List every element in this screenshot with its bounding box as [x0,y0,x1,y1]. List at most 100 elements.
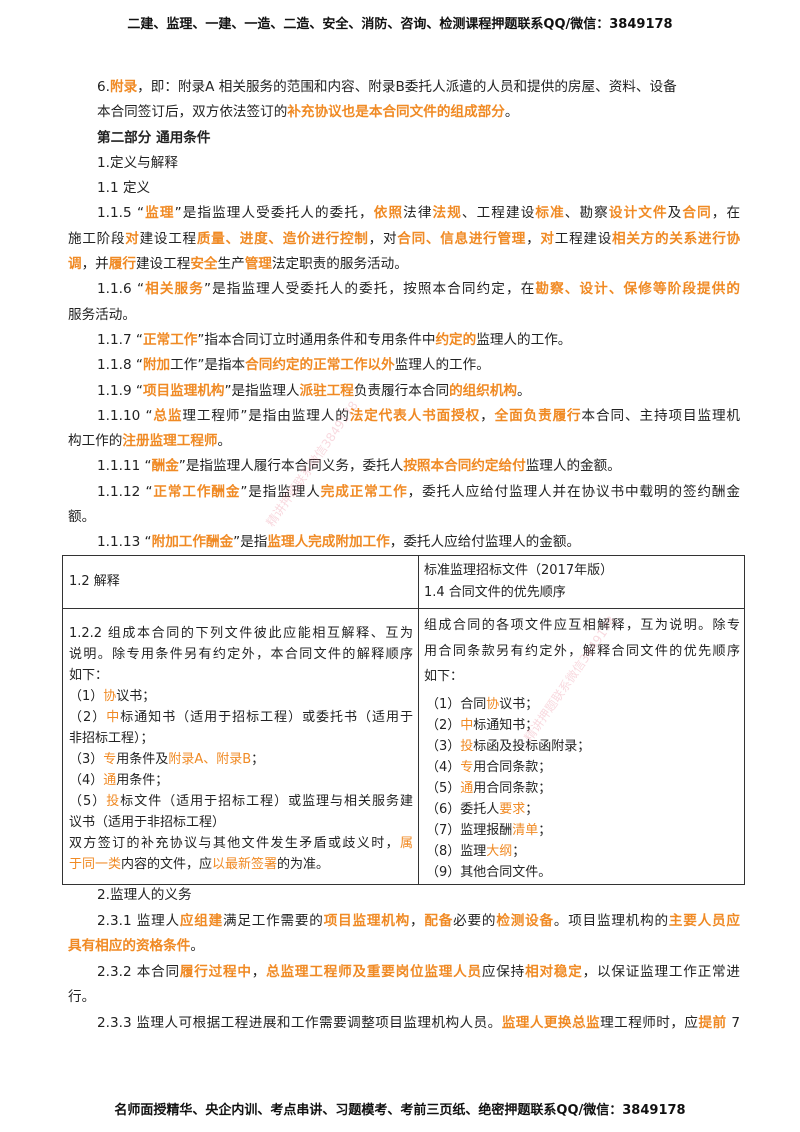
paragraph-line: 行。 [68,985,740,1011]
table-cell-line: 1.2.2 组成本合同的下列文件彼此应能相互解释、互为 [69,623,413,644]
highlighted-text: 安全 [190,256,218,273]
table-cell-line: 双方签订的补充协议与其他文件发生矛盾或歧义时，属 [69,833,413,854]
text-run: （5） [69,794,107,809]
text-run: 2.3.3 监理人可根据工程进展和工作需要调整项目监理机构人员。 [97,1014,502,1031]
text-run: 组成合同的各项文件应互相解释，互为说明。除专 [424,618,740,633]
paragraph-line: 2.监理人的义务 [68,883,740,909]
text-run: 1.1.10 “ [97,407,153,424]
text-run: 本合同签订后，双方依法签订的 [97,104,288,121]
table-cell-line: （3）投标函及投标函附录； [424,736,740,757]
comparison-table: 1.2 解释 标准监理招标文件（2017年版） 1.4 合同文件的优先顺序 1.2… [62,555,745,885]
text-run: 标通知书（适用于招标工程）或委托书（适用于 [120,710,413,725]
text-run: （3） [69,752,104,767]
paragraph-line: 调，并履行建设工程安全生产管理法定职责的服务活动。 [68,252,740,277]
highlighted-text: 项目监理机构 [142,382,225,399]
text-run: ”是指监理人受委托人的委托， [174,205,374,222]
text-run: ”是指 [233,534,268,551]
text-run: 行。 [68,989,96,1005]
highlighted-text: 附录 [109,79,138,95]
text-run: 服务活动。 [68,306,136,323]
text-run: 标文件（适用于招标工程）或监理与相关服务建 [120,794,413,809]
highlighted-text: 检测设备 [496,912,554,929]
highlighted-text: 标准 [535,205,565,222]
text-run: 1.定义与解释 [97,154,178,171]
highlighted-text: 注册监理工程师 [122,433,218,450]
text-run: （9）其他合同文件。 [426,864,552,880]
paragraph-line: 具有相应的资格条件。 [68,934,740,960]
highlighted-text: 属 [399,836,413,851]
text-run: 2.3.2 本合同 [97,963,180,980]
text-run: （4） [426,759,461,775]
text-run: 1.1.9 “ [97,382,143,399]
highlighted-text: 相关方的关系进行协 [612,230,740,247]
paragraph-line: 1.1.6 “相关服务”是指监理人受委托人的委托，按照本合同约定，在勘察、设计、… [68,277,740,302]
text-run: 理工程师”是指由监理人的 [182,407,350,424]
highlighted-text: 专 [103,752,117,767]
text-run: 。 [517,382,531,399]
text-run: 满足工作需要的 [223,912,324,929]
table-cell-line: （2）中标通知书（适用于招标工程）或委托书（适用于 [69,707,413,728]
highlighted-text: 合同 [682,205,712,222]
text-run: ，对 [368,230,398,247]
page-footer-banner: 名师面授精华、央企内训、考点串讲、习题模考、考前三页纸、绝密押题联系QQ/微信：… [114,1103,686,1118]
highlighted-text: 通 [103,773,117,788]
text-run: 标函及投标函附录； [473,738,591,754]
highlighted-text: 正常工作 [142,331,198,348]
text-run: 2.监理人的义务 [97,887,192,903]
highlighted-text: 补充协议也是本合同文件的组成部分 [287,104,505,121]
text-run: （1）合同 [426,696,487,712]
text-run: 1.1.5 “ [97,205,145,222]
highlighted-text: 监理 [144,205,175,222]
table-cell-line: （1）合同协议书； [424,694,740,715]
text-run: 如下： [69,668,109,683]
table-header-left: 1.2 解释 [69,571,120,592]
text-run: （8）监理 [426,843,487,859]
table-cell-line: （5）投标文件（适用于招标工程）或监理与相关服务建 [69,791,413,812]
text-run: 用条件； [116,773,169,788]
table-cell-line: （5）通用合同条款； [424,778,740,799]
paragraph-line: 施工阶段对建设工程质量、进度、造价进行控制，对合同、信息进行管理，对工程建设相关… [68,227,740,252]
text-run: 监理人的工作。 [476,331,572,348]
table-cell-line: 如下： [69,665,413,686]
text-run: ； [512,843,526,859]
highlighted-text: 全面负责履行 [494,407,582,424]
highlighted-text: 中 [106,710,121,725]
text-run: （4） [69,773,104,788]
paragraph-line: 构工作的注册监理工程师。 [68,429,740,454]
highlighted-text: 依照 [373,205,404,222]
text-run: ； [538,822,552,838]
text-run: 非招标工程）； [69,731,154,746]
highlighted-text: 监理人完成附加工作 [267,534,390,551]
table-header-line: 1.2 解释 [69,571,120,592]
text-run: ， [410,912,425,929]
text-run: ”是指监理人履行本合同义务，委托人 [178,458,404,475]
text-run: 议书（适用于非招标工程） [69,815,226,830]
highlighted-text: 管理 [244,256,272,273]
highlighted-text: 具有相应的资格条件 [68,938,191,954]
table-cell-line: （4）专用合同条款； [424,757,740,778]
text-run: 生产 [217,256,245,273]
text-run: 1.1.7 “ [97,331,143,348]
text-run: 。项目监理机构的 [553,912,669,929]
highlighted-text: 监理人更换总监 [501,1014,601,1031]
paragraph-line: 1.1.7 “正常工作”指本合同订立时通用条件和专用条件中约定的监理人的工作。 [68,328,740,353]
highlighted-text: 总监理工程师及重要岗位监理人员 [266,963,482,980]
paragraph-line: 本合同签订后，双方依法签订的补充协议也是本合同文件的组成部分。 [68,100,740,125]
text-run: 、工程建设 [461,205,536,222]
text-run: ，即：附录A 相关服务的范围和内容、附录B委托人派遣的人员和提供的房屋、资料、设… [137,79,677,95]
text-run: 1.1.6 “ [97,281,145,298]
text-run: 本合同、主持项目监理机 [581,407,740,424]
highlighted-text: 相关服务 [144,281,204,298]
table-cell-line: 如下： [424,664,740,690]
highlighted-text: 相对稳定 [525,963,583,980]
text-run: 应保持 [481,963,526,980]
text-run: ”指本合同订立时通用条件和专用条件中 [197,331,436,348]
highlighted-text: 要求 [499,801,526,817]
text-run: 如下： [424,669,464,684]
text-run: （2） [69,710,107,725]
table-cell-line: 用合同条款另有约定外，解释合同文件的优先顺序 [424,639,740,665]
text-run: （6）委托人 [426,801,500,817]
text-run: 额。 [68,509,96,526]
highlighted-text: 对 [125,230,140,247]
highlighted-text: 履行过程中 [179,963,252,980]
